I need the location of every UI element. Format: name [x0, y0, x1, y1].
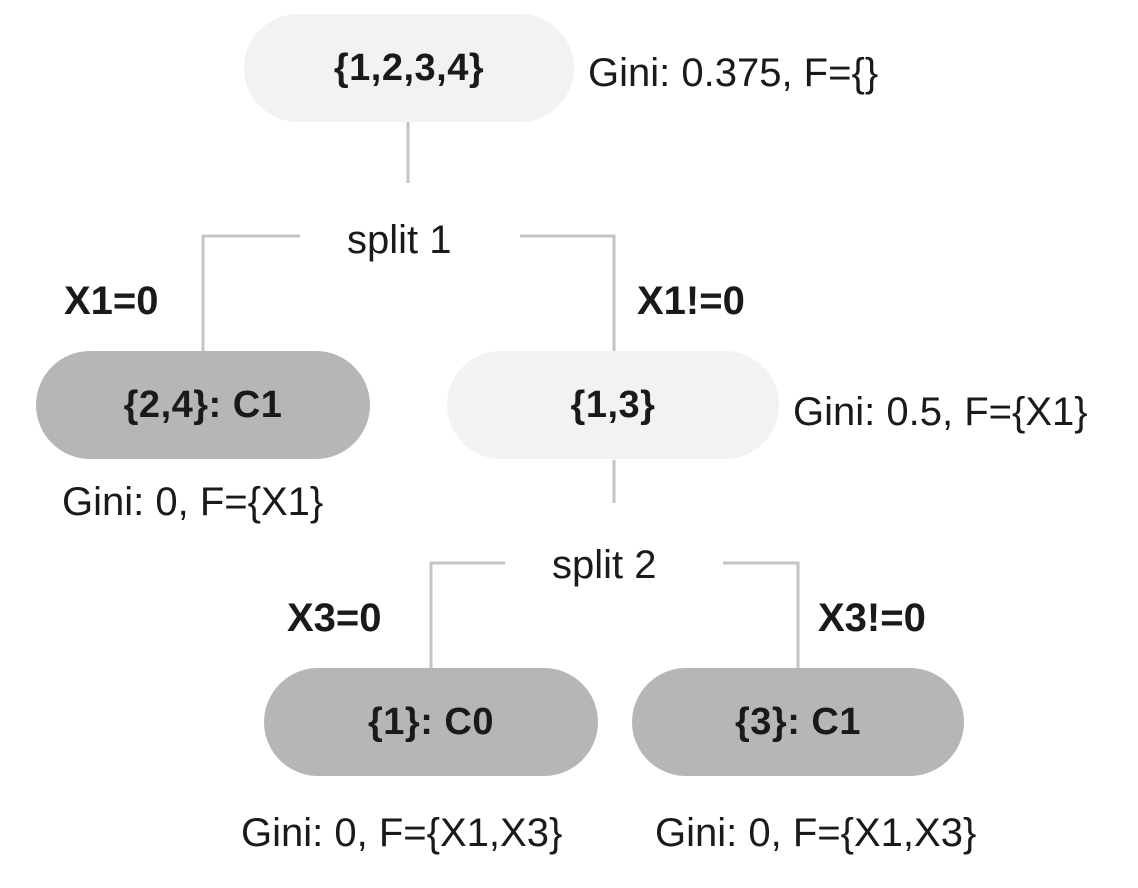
root-node-label: {1,2,3,4}	[333, 46, 485, 89]
leaf-c0-gini-label: Gini: 0, F={X1,X3}	[241, 811, 563, 855]
leaf-node-c0: {1}: C0	[264, 668, 598, 776]
split2-right-connector	[723, 561, 800, 668]
split1-left-branch-label: X1=0	[64, 279, 159, 323]
leaf-c1-gini-label: Gini: 0, F={X1,X3}	[655, 811, 977, 855]
leaf-node-left: {2,4}: C1	[36, 351, 370, 459]
split1-right-connector	[520, 234, 616, 352]
split2-right-branch-label: X3!=0	[818, 596, 926, 640]
leaf-node-left-label: {2,4}: C1	[123, 383, 283, 426]
split1-right-branch-label: X1!=0	[637, 279, 745, 323]
split2-left-connector	[429, 561, 505, 668]
leaf-node-c1: {3}: C1	[632, 668, 964, 776]
leaf-left-gini-label: Gini: 0, F={X1}	[62, 480, 324, 524]
inner-node-gini-label: Gini: 0.5, F={X1}	[793, 390, 1088, 434]
split1-left-connector	[201, 234, 300, 352]
split2-label: split 2	[552, 543, 657, 587]
leaf-node-c1-label: {3}: C1	[735, 700, 861, 743]
inner-node-label: {1,3}	[570, 383, 656, 426]
inner-node: {1,3}	[447, 351, 779, 459]
leaf-node-c0-label: {1}: C0	[368, 700, 494, 743]
split1-label: split 1	[347, 218, 452, 262]
root-gini-label: Gini: 0.375, F={}	[588, 51, 879, 95]
split2-left-branch-label: X3=0	[287, 596, 382, 640]
root-node: {1,2,3,4}	[244, 14, 574, 122]
